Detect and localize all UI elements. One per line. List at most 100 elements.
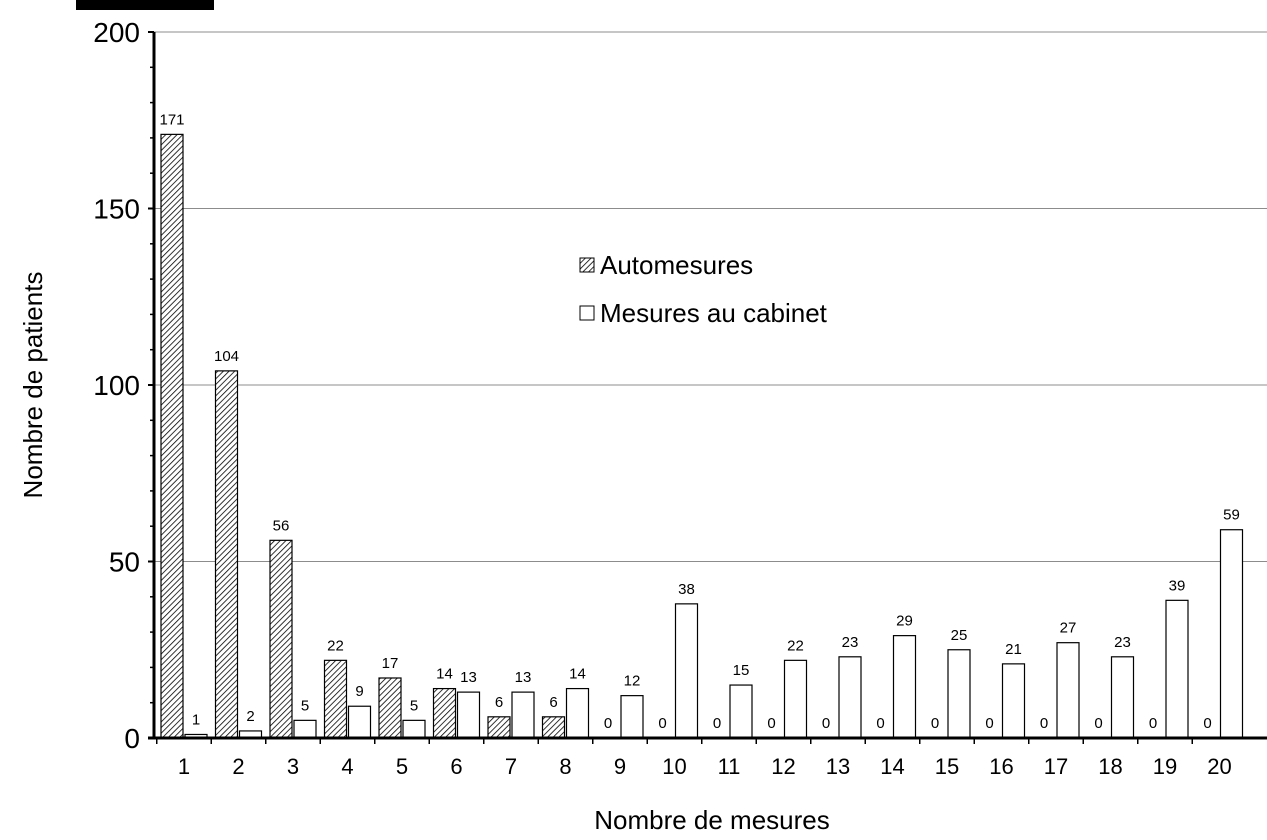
bar-automesures xyxy=(378,677,402,739)
data-label: 0 xyxy=(1203,715,1211,732)
data-label: 38 xyxy=(678,581,695,598)
data-label: 0 xyxy=(658,715,666,732)
bar-mesures-au-cabinet xyxy=(1219,529,1244,739)
x-tick-label: 5 xyxy=(396,754,408,779)
bar-mesures-au-cabinet xyxy=(565,687,590,739)
gridlines xyxy=(154,31,1267,562)
data-label: 6 xyxy=(495,694,503,711)
x-tick-label: 11 xyxy=(718,754,741,779)
data-label: 56 xyxy=(273,517,290,534)
data-label: 0 xyxy=(985,715,993,732)
x-tick-label: 20 xyxy=(1207,754,1231,779)
legend: Automesures Mesures au cabinet xyxy=(579,250,828,328)
data-label: 5 xyxy=(301,697,309,714)
x-tick-label: 2 xyxy=(232,754,244,779)
data-label: 13 xyxy=(515,669,532,686)
data-label: 25 xyxy=(951,627,968,644)
bar-mesures-au-cabinet xyxy=(783,659,808,739)
data-label: 104 xyxy=(214,348,239,365)
bars xyxy=(160,133,1244,739)
x-tick-label: 4 xyxy=(341,754,353,779)
data-label: 21 xyxy=(1005,641,1022,658)
bar-mesures-au-cabinet xyxy=(729,684,753,739)
legend-swatch-automesures xyxy=(579,257,595,273)
legend-swatch-mesures-au-cabinet xyxy=(579,305,595,321)
bar-automesures xyxy=(487,716,511,739)
cropped-title-box xyxy=(76,0,214,10)
x-tick-label: 7 xyxy=(505,754,517,779)
x-tick-label: 6 xyxy=(450,754,462,779)
data-label: 0 xyxy=(822,715,830,732)
data-label: 1 xyxy=(192,711,200,728)
x-tick-label: 13 xyxy=(826,754,850,779)
bar-mesures-au-cabinet xyxy=(347,705,372,739)
data-label: 17 xyxy=(382,655,399,672)
bar-mesures-au-cabinet xyxy=(293,719,317,739)
x-tick-label: 14 xyxy=(880,754,904,779)
bar-automesures xyxy=(323,659,348,739)
x-tick-label: 19 xyxy=(1153,754,1177,779)
legend-label-automesures: Automesures xyxy=(600,250,753,280)
bar-mesures-au-cabinet xyxy=(511,691,535,739)
x-tick-label: 8 xyxy=(559,754,571,779)
data-label: 22 xyxy=(327,637,344,654)
bar-mesures-au-cabinet xyxy=(674,603,699,739)
bar-mesures-au-cabinet xyxy=(1056,642,1080,739)
data-label: 13 xyxy=(460,669,477,686)
bar-automesures xyxy=(160,133,184,739)
data-label: 12 xyxy=(624,673,641,690)
x-tick-label: 16 xyxy=(989,754,1013,779)
bar-automesures xyxy=(541,716,566,739)
bar-automesures xyxy=(214,370,239,739)
bar-mesures-au-cabinet xyxy=(892,635,917,739)
x-tick-label: 3 xyxy=(287,754,299,779)
y-tick-label: 150 xyxy=(93,194,140,225)
x-tick-label: 1 xyxy=(178,754,190,779)
bar-mesures-au-cabinet xyxy=(1001,663,1026,739)
data-label: 27 xyxy=(1060,620,1077,637)
bar-mesures-au-cabinet xyxy=(402,719,426,739)
data-label: 23 xyxy=(1114,634,1131,651)
bar-mesures-au-cabinet xyxy=(620,695,644,739)
data-label: 0 xyxy=(713,715,721,732)
data-label: 39 xyxy=(1169,577,1186,594)
y-tick-label: 200 xyxy=(93,17,140,48)
bar-automesures xyxy=(269,539,293,739)
bar-mesures-au-cabinet xyxy=(1110,656,1135,739)
x-tick-labels: 1 2 3 4 5 6 7 8 9 10 11 12 13 14 15 16 17 18 19 20 xyxy=(178,754,1232,779)
x-tick-label: 17 xyxy=(1044,754,1068,779)
bar-mesures-au-cabinet xyxy=(456,691,481,739)
data-label: 0 xyxy=(931,715,939,732)
x-tick-label: 10 xyxy=(662,754,686,779)
x-tick-label: 15 xyxy=(935,754,959,779)
data-label: 0 xyxy=(1149,715,1157,732)
bar-mesures-au-cabinet xyxy=(947,649,971,739)
x-tick-label: 18 xyxy=(1098,754,1122,779)
bar-mesures-au-cabinet xyxy=(838,656,862,739)
data-label: 0 xyxy=(876,715,884,732)
data-label: 0 xyxy=(767,715,775,732)
y-tick-labels: 0 50 100 150 200 xyxy=(93,17,140,754)
data-label: 0 xyxy=(1094,715,1102,732)
y-axis-title: Nombre de patients xyxy=(18,272,48,499)
data-label: 59 xyxy=(1223,507,1240,524)
data-label: 0 xyxy=(1040,715,1048,732)
x-tick-label: 12 xyxy=(771,754,795,779)
y-tick-label: 0 xyxy=(124,723,140,754)
x-axis-title: Nombre de mesures xyxy=(594,805,830,835)
bar-automesures xyxy=(432,687,457,739)
data-label: 0 xyxy=(604,715,612,732)
axes xyxy=(148,31,1267,744)
data-label: 14 xyxy=(436,666,453,683)
y-tick-label: 50 xyxy=(109,547,140,578)
legend-label-mesures-au-cabinet: Mesures au cabinet xyxy=(600,298,828,328)
data-label: 5 xyxy=(410,697,418,714)
data-label: 9 xyxy=(355,683,363,700)
data-label: 6 xyxy=(549,694,557,711)
data-label: 14 xyxy=(569,666,586,683)
x-tick-label: 9 xyxy=(614,754,626,779)
data-label: 29 xyxy=(896,613,913,630)
data-label: 15 xyxy=(733,662,750,679)
